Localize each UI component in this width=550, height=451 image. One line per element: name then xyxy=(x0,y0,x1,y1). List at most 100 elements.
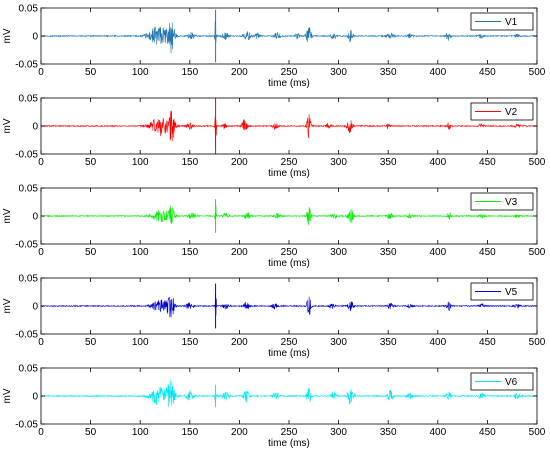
chart-panel-4: 0 50 100 150 200 250 300 350 400 450 5000.050-0.05… xyxy=(2,274,546,360)
y-tick-label: 0.05 xyxy=(19,364,39,375)
x-tick-label: 300 xyxy=(330,337,347,348)
y-tick-label: -0.05 xyxy=(15,60,38,71)
legend-label: V3 xyxy=(505,197,518,208)
x-tick-label: 500 xyxy=(529,157,546,168)
legend-label: V2 xyxy=(505,107,518,118)
x-tick-label: 450 xyxy=(479,247,496,258)
y-tick-label: 0.05 xyxy=(19,274,39,285)
legend-box xyxy=(470,282,534,301)
legend-box xyxy=(470,102,534,121)
x-axis-label: time (ms) xyxy=(268,438,310,449)
legend-box xyxy=(470,192,534,211)
y-tick-label: -0.05 xyxy=(15,420,38,431)
x-tick-label: 150 xyxy=(181,337,198,348)
x-tick-label: 400 xyxy=(429,157,446,168)
y-tick-label: 0 xyxy=(32,32,38,43)
x-tick-label: 100 xyxy=(132,337,149,348)
x-tick-label: 450 xyxy=(479,157,496,168)
signal-trace xyxy=(40,379,537,407)
x-tick-label: 250 xyxy=(281,67,298,78)
y-tick-label: 0 xyxy=(32,392,38,403)
x-tick-label: 0 xyxy=(38,427,44,438)
x-tick-label: 200 xyxy=(231,247,248,258)
legend-label: V1 xyxy=(505,17,518,28)
x-tick-label: 200 xyxy=(231,67,248,78)
x-tick-label: 400 xyxy=(429,67,446,78)
x-tick-label: 150 xyxy=(181,247,198,258)
x-axis-label: time (ms) xyxy=(268,348,310,359)
x-tick-label: 500 xyxy=(529,337,546,348)
signal-trace xyxy=(40,21,538,54)
legend-box xyxy=(470,12,534,31)
x-tick-label: 300 xyxy=(330,157,347,168)
y-axis-label: mV xyxy=(2,388,13,403)
chart-panel-1: 0 50 100 150 200 250 300 350 400 450 5000.050-0.05… xyxy=(2,4,546,90)
x-tick-label: 50 xyxy=(85,157,97,168)
y-tick-label: 0 xyxy=(32,212,38,223)
x-tick-label: 400 xyxy=(429,427,446,438)
x-tick-label: 150 xyxy=(181,157,198,168)
x-tick-label: 300 xyxy=(330,427,347,438)
y-tick-label: -0.05 xyxy=(15,240,38,251)
x-tick-label: 100 xyxy=(132,67,149,78)
x-tick-label: 500 xyxy=(529,427,546,438)
legend: V2 xyxy=(470,102,534,121)
y-tick-label: -0.05 xyxy=(15,150,38,161)
x-tick-label: 350 xyxy=(380,427,397,438)
legend-label: V5 xyxy=(505,287,518,298)
x-tick-label: 150 xyxy=(181,427,198,438)
x-tick-label: 50 xyxy=(85,337,97,348)
x-axis-label: time (ms) xyxy=(268,168,310,179)
x-tick-label: 450 xyxy=(479,427,496,438)
x-tick-label: 100 xyxy=(132,157,149,168)
legend: V6 xyxy=(470,372,534,391)
chart-panel-2: 0 50 100 150 200 250 300 350 400 450 5000.050-0.05… xyxy=(2,94,546,180)
legend-box xyxy=(470,372,534,391)
x-tick-label: 250 xyxy=(281,157,298,168)
x-tick-label: 0 xyxy=(38,337,44,348)
y-tick-label: 0 xyxy=(32,122,38,133)
x-tick-label: 200 xyxy=(231,337,248,348)
x-tick-label: 50 xyxy=(85,67,97,78)
signal-trace xyxy=(40,110,538,148)
y-tick-label: 0.05 xyxy=(19,184,39,195)
x-tick-label: 50 xyxy=(85,247,97,258)
x-tick-label: 300 xyxy=(330,67,347,78)
x-tick-label: 400 xyxy=(429,247,446,258)
x-tick-label: 450 xyxy=(479,337,496,348)
x-tick-label: 300 xyxy=(330,247,347,258)
y-tick-label: -0.05 xyxy=(15,330,38,341)
legend-label: V6 xyxy=(505,377,518,388)
x-tick-label: 0 xyxy=(38,67,44,78)
chart-panel-3: 0 50 100 150 200 250 300 350 400 450 5000.050-0.05… xyxy=(2,184,546,270)
y-axis-label: mV xyxy=(2,298,13,313)
x-axis-label: time (ms) xyxy=(268,258,310,269)
x-tick-label: 50 xyxy=(85,427,97,438)
x-tick-label: 450 xyxy=(479,67,496,78)
x-tick-label: 400 xyxy=(429,337,446,348)
x-tick-label: 500 xyxy=(529,247,546,258)
signal-trace xyxy=(40,205,537,226)
x-tick-label: 100 xyxy=(132,427,149,438)
x-axis-label: time (ms) xyxy=(268,78,310,89)
x-tick-label: 0 xyxy=(38,247,44,258)
x-tick-label: 150 xyxy=(181,67,198,78)
y-axis-label: mV xyxy=(2,208,13,223)
x-tick-label: 0 xyxy=(38,157,44,168)
x-tick-label: 200 xyxy=(231,157,248,168)
x-tick-label: 350 xyxy=(380,337,397,348)
legend: V5 xyxy=(470,282,534,301)
x-tick-label: 350 xyxy=(380,247,397,258)
y-tick-label: 0 xyxy=(32,302,38,313)
legend: V1 xyxy=(470,12,534,31)
x-tick-label: 350 xyxy=(380,157,397,168)
y-axis-label: mV xyxy=(2,118,13,133)
x-tick-label: 250 xyxy=(281,247,298,258)
x-tick-label: 250 xyxy=(281,337,298,348)
y-tick-label: 0.05 xyxy=(19,4,39,15)
x-tick-label: 200 xyxy=(231,427,248,438)
x-tick-label: 500 xyxy=(529,67,546,78)
chart-panel-5: 0 50 100 150 200 250 300 350 400 450 5000.050-0.05… xyxy=(2,364,546,450)
y-axis-label: mV xyxy=(2,28,13,43)
